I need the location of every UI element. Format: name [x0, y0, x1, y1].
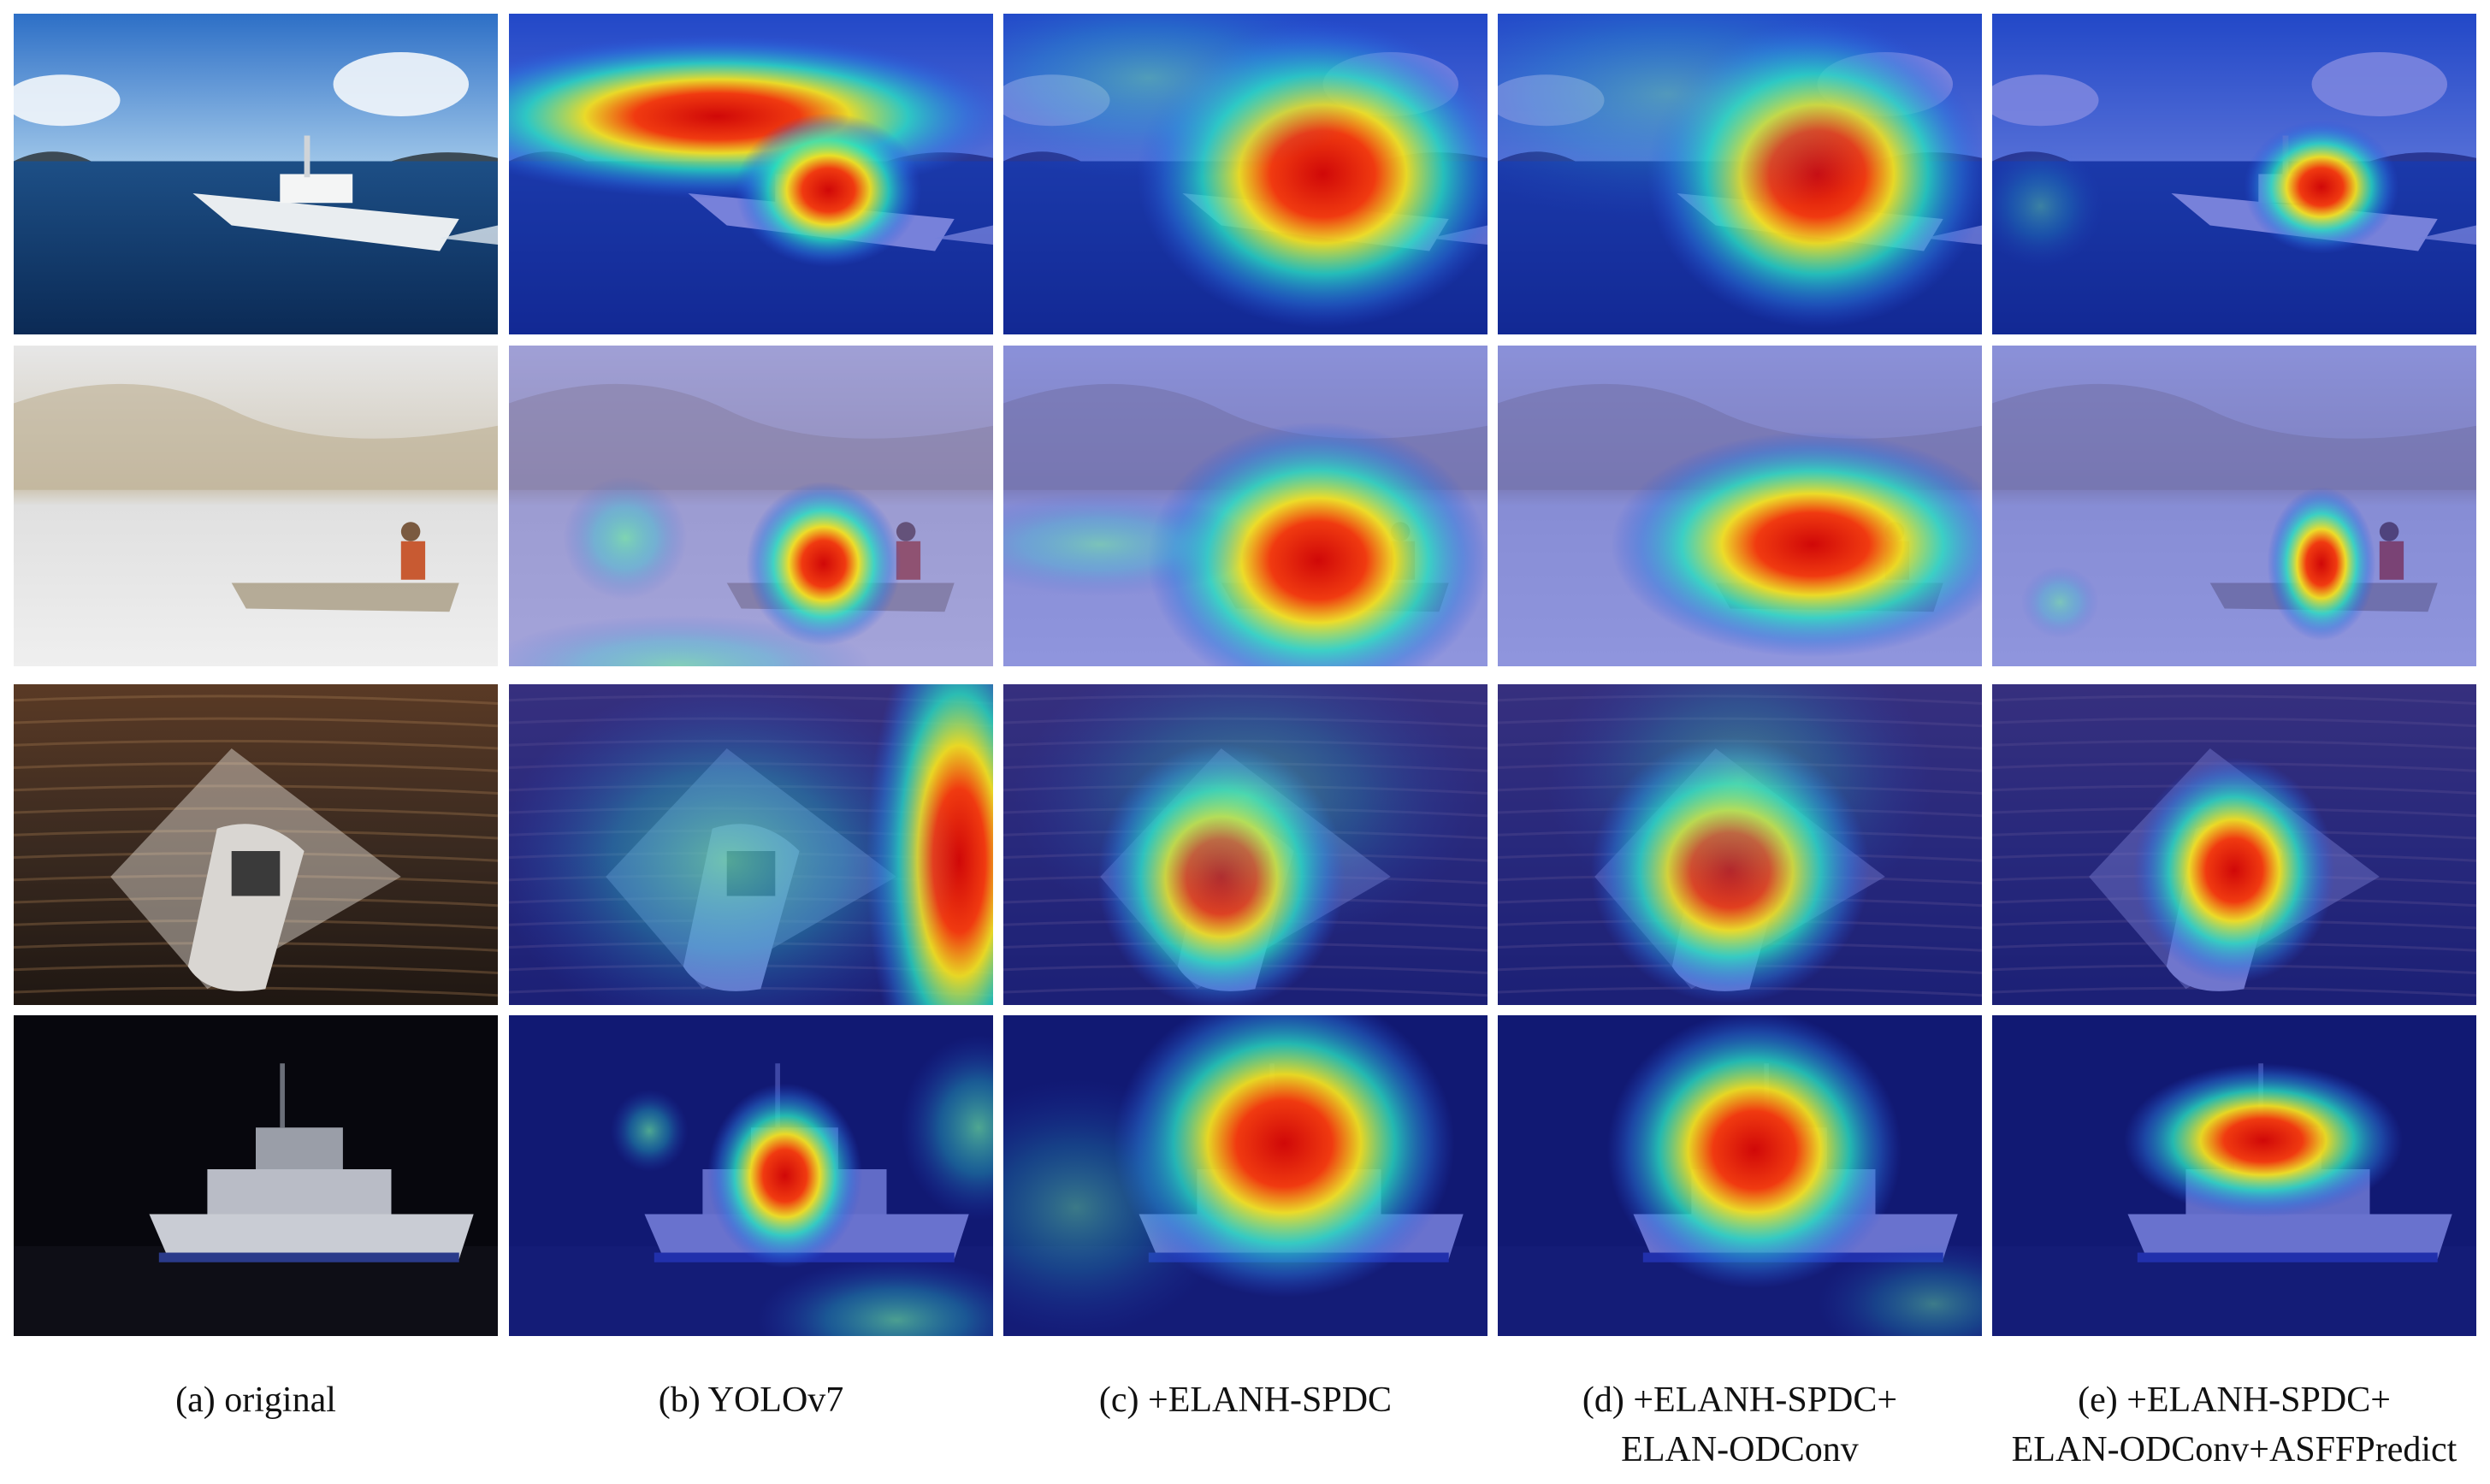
heat-blob	[707, 1083, 863, 1268]
caption-elanh-spdc-odconv-asff: (e) +ELANH-SPDC+ ELAN-ODConv+ASFFPredict	[1975, 1375, 2490, 1475]
heatmap-overlay-image	[509, 1015, 993, 1336]
heat-blob	[756, 1258, 993, 1336]
caption-line: (b) YOLOv7	[658, 1381, 844, 1420]
caption-line: (e) +ELANH-SPDC+	[2078, 1381, 2391, 1420]
heat-blob	[1147, 422, 1487, 666]
heat-blob	[2244, 120, 2399, 254]
heatmap-overlay-image	[1992, 14, 2476, 334]
tile-ship-open-sea-yolov7	[509, 14, 993, 334]
caption-line: (c) +ELANH-SPDC	[1098, 1381, 1393, 1420]
tile-canoe-in-fog-original	[14, 346, 498, 666]
caption-elanh-spdc: (c) +ELANH-SPDC	[986, 1375, 1505, 1425]
heatmap-overlay-image	[509, 346, 993, 666]
heat-blob	[1003, 493, 1256, 596]
caption-line: (d) +ELANH-SPDC+	[1582, 1381, 1898, 1420]
heatmap-overlay-image	[1992, 1015, 2476, 1336]
caption-line: ELAN-ODConv+ASFFPredict	[2011, 1430, 2457, 1469]
heat-blob	[610, 1090, 689, 1172]
tile-canoe-in-fog-elanh-spdc-odconv	[1498, 346, 1982, 666]
heatmap-overlay-image	[1992, 684, 2476, 1005]
tile-speedboat-wake-elanh-spdc	[1003, 684, 1487, 1005]
tile-ship-open-sea-elanh-spdc	[1003, 14, 1487, 334]
heat-blob	[2133, 757, 2335, 984]
heat-blob	[1992, 145, 2103, 268]
tile-ship-at-night-elanh-spdc-odconv	[1498, 1015, 1982, 1336]
heatmap-overlay-image	[509, 14, 993, 334]
tile-speedboat-wake-original	[14, 684, 498, 1005]
heat-blob	[1013, 684, 1478, 951]
heat-blob	[509, 684, 960, 1005]
original-image	[14, 1015, 498, 1336]
caption-line: (a) original	[175, 1381, 336, 1420]
caption-yolov7: (b) YOLOv7	[492, 1375, 1010, 1425]
heat-blob	[2267, 487, 2376, 641]
tile-ship-open-sea-original	[14, 14, 498, 334]
original-image	[14, 684, 498, 1005]
heat-blob	[1817, 1242, 1982, 1336]
heatmap-overlay-image	[1003, 1015, 1487, 1336]
tile-canoe-in-fog-yolov7	[509, 346, 993, 666]
heat-blob	[1611, 431, 1982, 658]
caption-elanh-spdc-odconv: (d) +ELANH-SPDC+ ELAN-ODConv	[1481, 1375, 1999, 1475]
heatmap-overlay-image	[1498, 684, 1982, 1005]
tile-speedboat-wake-elanh-spdc-odconv	[1498, 684, 1982, 1005]
heat-blob	[1606, 1015, 1902, 1289]
tile-canoe-in-fog-elanh-spdc	[1003, 346, 1487, 666]
heat-blob	[2123, 1063, 2403, 1218]
heatmap-overlay-image	[1992, 346, 2476, 666]
heat-blob	[746, 482, 902, 646]
heat-blob	[901, 1035, 993, 1221]
heatmap-overlay-image	[1003, 684, 1487, 1005]
heat-blob	[1003, 1079, 1231, 1336]
heatmap-overlay-image	[1003, 346, 1487, 666]
tile-ship-at-night-original	[14, 1015, 498, 1336]
heat-blob	[1546, 684, 1934, 935]
heatmap-overlay-image	[1498, 346, 1982, 666]
heatmap-overlay-image	[1498, 1015, 1982, 1336]
heat-blob	[563, 476, 688, 600]
tile-ship-at-night-elanh-spdc	[1003, 1015, 1487, 1336]
heat-blob	[735, 113, 922, 268]
caption-line: ELAN-ODConv	[1621, 1430, 1859, 1469]
tile-ship-open-sea-elanh-spdc-odconv-asff	[1992, 14, 2476, 334]
tile-speedboat-wake-yolov7	[509, 684, 993, 1005]
heat-blob	[2020, 566, 2099, 638]
heatmap-overlay-image	[1498, 14, 1982, 334]
caption-original: (a) original	[0, 1375, 515, 1425]
tile-ship-at-night-yolov7	[509, 1015, 993, 1336]
original-image	[14, 346, 498, 666]
tile-canoe-in-fog-elanh-spdc-odconv-asff	[1992, 346, 2476, 666]
tile-ship-at-night-elanh-spdc-odconv-asff	[1992, 1015, 2476, 1336]
heat-blob	[1003, 14, 1381, 180]
heat-blob	[1498, 14, 1938, 222]
tile-speedboat-wake-elanh-spdc-odconv-asff	[1992, 684, 2476, 1005]
heat-blob	[509, 615, 872, 666]
tile-ship-open-sea-elanh-spdc-odconv	[1498, 14, 1982, 334]
heatmap-overlay-image	[1003, 14, 1487, 334]
heatmap-overlay-image	[509, 684, 993, 1005]
original-image	[14, 14, 498, 334]
